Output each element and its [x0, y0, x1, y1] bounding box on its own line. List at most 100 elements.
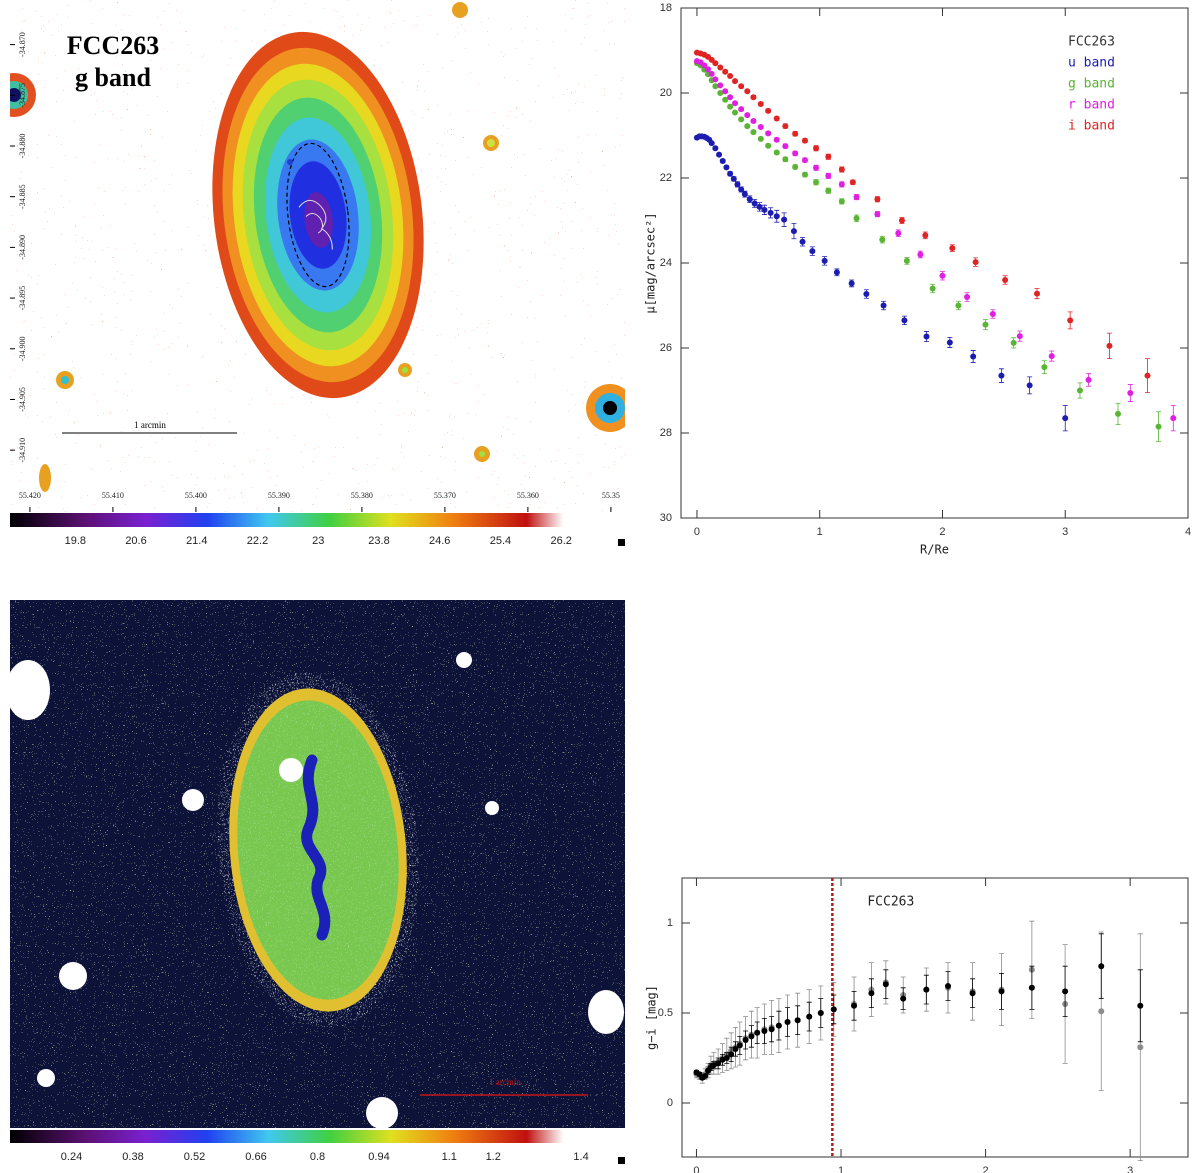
data-point — [754, 1029, 761, 1036]
data-point — [782, 156, 789, 163]
data-point — [765, 107, 772, 114]
data-point — [750, 129, 757, 136]
data-point — [722, 68, 729, 75]
colorbar-tick-label: 0.94 — [368, 1151, 389, 1163]
data-point — [879, 236, 886, 243]
data-point — [717, 90, 724, 96]
error-cap — [999, 973, 1004, 1010]
x-tick-label: 55.380 — [351, 491, 373, 500]
error-cap — [1029, 965, 1035, 1010]
data-point — [750, 94, 757, 101]
error-cap — [1137, 969, 1143, 1043]
data-point — [853, 194, 860, 201]
error-cap — [1067, 311, 1073, 330]
error-cap — [901, 315, 907, 326]
data-point — [767, 209, 774, 216]
x-tick-label: 3 — [1062, 526, 1068, 538]
x-tick-label: 2 — [983, 1165, 989, 1173]
data-point — [838, 181, 845, 188]
data-point — [715, 1060, 722, 1067]
data-point — [1170, 415, 1177, 422]
error-cap — [999, 953, 1004, 1026]
data-point — [863, 291, 870, 298]
colorbar-tick-label: 24.6 — [429, 535, 450, 547]
data-point — [730, 175, 737, 182]
error-cap — [737, 1036, 743, 1055]
data-point — [727, 103, 734, 110]
stars — [10, 2, 625, 492]
data-point — [757, 135, 764, 142]
data-point — [738, 186, 745, 193]
colorbar-tick-label: 1.4 — [573, 1151, 588, 1163]
data-point — [998, 988, 1005, 995]
x-tick-label: 55.400 — [185, 491, 207, 500]
y-tick-label: 26 — [660, 342, 672, 354]
data-point — [701, 62, 708, 69]
data-point — [868, 990, 875, 997]
data-point — [708, 140, 715, 147]
data-point — [1067, 317, 1074, 324]
data-point — [738, 83, 745, 90]
colorbar-tick-label: 0.66 — [245, 1151, 266, 1163]
error-cap — [982, 319, 988, 331]
data-point — [723, 164, 730, 171]
data-point — [964, 294, 971, 300]
data-point — [1016, 333, 1023, 340]
error-cap — [754, 1021, 760, 1044]
y-tick-label: -34.875 — [18, 83, 27, 108]
error-cap — [831, 982, 837, 1037]
data-point — [757, 101, 764, 108]
data-point — [723, 1055, 730, 1061]
panel-title: FCC263 — [67, 31, 159, 60]
error-cap — [776, 998, 782, 1053]
error-cap — [754, 1007, 760, 1059]
error-cap — [1106, 332, 1112, 360]
error-cap — [904, 257, 910, 265]
error-cap — [752, 199, 758, 208]
noise — [237, 700, 399, 1000]
error-cap — [728, 1032, 734, 1070]
y-tick-label: 0 — [667, 1097, 673, 1109]
data-point — [773, 213, 780, 220]
data-point — [738, 116, 745, 123]
error-cap — [879, 235, 885, 244]
data-point — [929, 285, 936, 292]
error-cap — [743, 1030, 749, 1050]
data-point — [722, 96, 729, 103]
data-point — [761, 206, 768, 213]
error-cap — [806, 989, 812, 1044]
y-tick-label: -34.885 — [18, 184, 27, 209]
data-point — [751, 200, 758, 207]
error-cap — [822, 256, 828, 266]
error-cap — [748, 1010, 754, 1059]
error-cap — [737, 1021, 743, 1066]
data-point — [1115, 410, 1122, 417]
data-point — [1010, 339, 1017, 346]
data-point — [874, 196, 881, 203]
data-point — [801, 157, 808, 164]
legend-entry: u band — [1068, 56, 1115, 71]
error-cap — [800, 237, 806, 247]
data-point — [825, 187, 832, 194]
y-tick-label: 22 — [660, 172, 672, 184]
x-tick-label: 55.35 — [602, 491, 620, 500]
error-cap — [768, 207, 774, 219]
data-point — [949, 245, 956, 252]
data-point — [722, 88, 729, 95]
data-point — [784, 1019, 791, 1025]
data-point — [748, 1033, 755, 1040]
y-tick-label: -34.895 — [18, 286, 27, 311]
error-cap — [863, 289, 869, 299]
error-cap — [757, 202, 763, 212]
error-cap — [1077, 382, 1083, 399]
data-point — [945, 983, 952, 989]
error-cap — [917, 250, 923, 259]
data-point — [821, 257, 828, 264]
error-cap — [945, 971, 951, 1001]
data-point — [1127, 390, 1134, 397]
error-cap — [851, 976, 857, 1032]
data-point — [712, 76, 719, 83]
data-point — [838, 166, 845, 173]
data-point — [742, 1037, 749, 1043]
y-axis-label: g−i [mag] — [645, 985, 659, 1050]
